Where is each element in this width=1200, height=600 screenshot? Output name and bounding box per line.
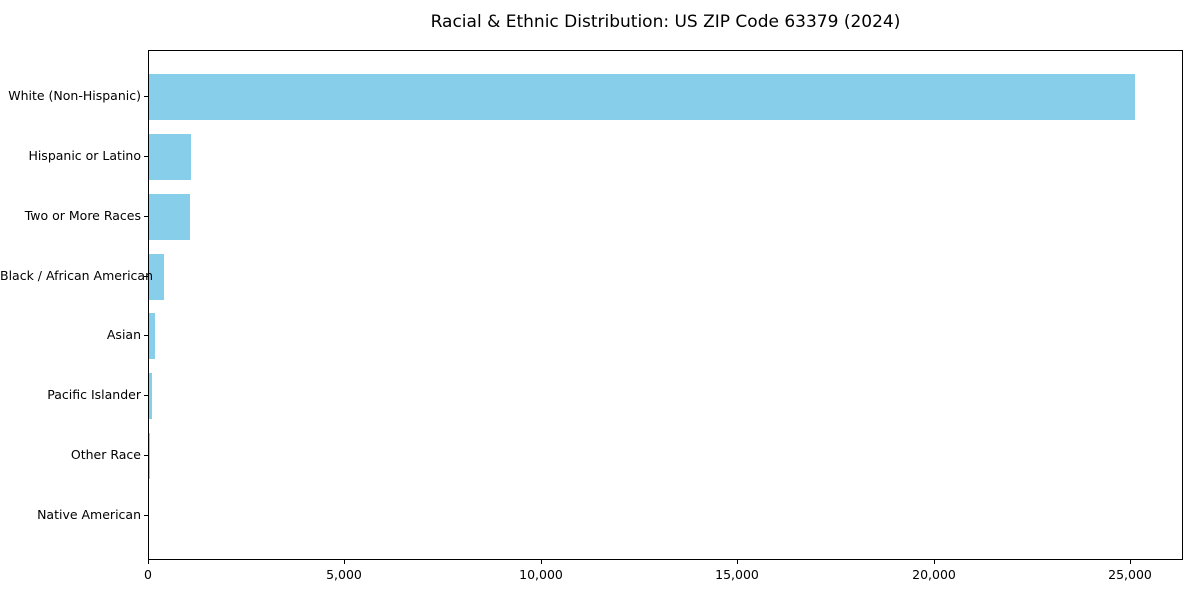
y-tick-label: Asian — [106, 327, 141, 342]
y-tick-mark — [144, 335, 148, 336]
bar — [149, 373, 152, 419]
x-tick-label: 25,000 — [1108, 567, 1152, 582]
bar — [149, 134, 191, 180]
y-tick-mark — [144, 515, 148, 516]
y-tick-label: Black / African American — [0, 268, 154, 283]
x-tick-label: 20,000 — [912, 567, 956, 582]
y-tick-label: Hispanic or Latino — [28, 148, 141, 163]
y-tick-mark — [144, 276, 148, 277]
y-tick-mark — [144, 216, 148, 217]
bar — [149, 254, 164, 300]
y-tick-mark — [144, 395, 148, 396]
y-tick-label: White (Non-Hispanic) — [8, 88, 141, 103]
x-tick-mark — [148, 560, 149, 564]
x-tick-mark — [737, 560, 738, 564]
y-tick-label: Pacific Islander — [47, 387, 141, 402]
x-tick-label: 0 — [144, 567, 152, 582]
bar — [149, 433, 150, 479]
bar — [149, 313, 155, 359]
x-tick-mark — [1130, 560, 1131, 564]
bar — [149, 74, 1135, 120]
x-tick-mark — [541, 560, 542, 564]
y-tick-mark — [144, 455, 148, 456]
x-tick-mark — [344, 560, 345, 564]
x-tick-label: 10,000 — [519, 567, 563, 582]
y-tick-mark — [144, 156, 148, 157]
chart-title: Racial & Ethnic Distribution: US ZIP Cod… — [430, 12, 901, 32]
y-tick-label: Native American — [37, 507, 141, 522]
plot-area — [148, 50, 1183, 560]
x-tick-label: 15,000 — [715, 567, 759, 582]
y-tick-mark — [144, 96, 148, 97]
y-tick-label: Two or More Races — [24, 208, 141, 223]
x-tick-mark — [934, 560, 935, 564]
y-tick-label: Other Race — [70, 447, 141, 462]
bar — [149, 194, 190, 240]
x-tick-label: 5,000 — [326, 567, 362, 582]
